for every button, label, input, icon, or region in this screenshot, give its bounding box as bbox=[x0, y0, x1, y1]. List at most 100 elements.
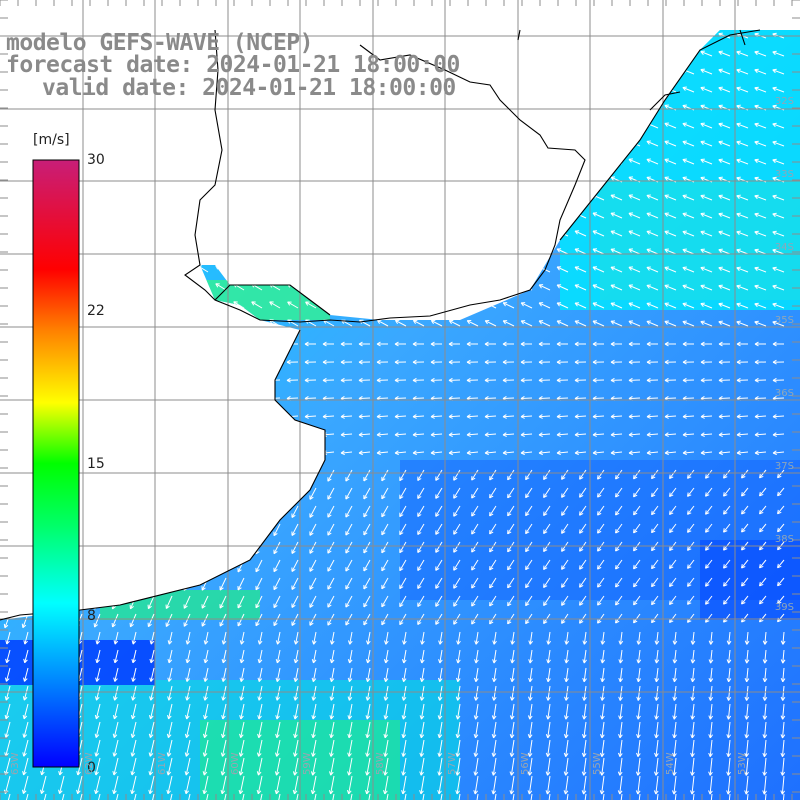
wind-arrow-icon bbox=[467, 212, 479, 219]
wind-arrow-icon bbox=[777, 523, 785, 533]
wind-arrow-icon bbox=[736, 87, 749, 93]
wind-arrow-icon bbox=[574, 433, 587, 436]
wind-arrow-icon bbox=[377, 247, 389, 255]
wind-arrow-icon bbox=[107, 210, 119, 219]
wind-arrow-icon bbox=[656, 631, 659, 645]
wind-arrow-icon bbox=[610, 68, 623, 75]
wind-arrow-icon bbox=[359, 31, 371, 39]
wind-arrow-icon bbox=[538, 68, 551, 75]
wind-arrow-icon bbox=[502, 140, 515, 147]
wind-arrow-icon bbox=[233, 451, 245, 454]
wind-arrow-icon bbox=[593, 451, 605, 454]
longitude-label: 55W bbox=[592, 752, 603, 775]
wind-arrow-icon bbox=[96, 685, 101, 701]
wind-arrow-icon bbox=[295, 631, 299, 645]
wind-arrow-icon bbox=[664, 320, 677, 327]
wind-arrow-icon bbox=[439, 667, 443, 682]
wind-arrow-icon bbox=[637, 631, 641, 645]
wind-arrow-icon bbox=[147, 523, 155, 537]
wind-arrow-icon bbox=[610, 194, 623, 201]
wind-arrow-icon bbox=[754, 285, 767, 291]
wind-arrow-icon bbox=[610, 284, 623, 291]
wind-arrow-icon bbox=[633, 469, 641, 480]
wind-arrow-icon bbox=[287, 451, 299, 454]
wind-arrow-icon bbox=[251, 247, 263, 255]
longitude-label: 58W bbox=[375, 752, 386, 775]
wind-arrow-icon bbox=[22, 523, 29, 538]
wind-arrow-icon bbox=[366, 703, 371, 720]
wind-arrow-icon bbox=[95, 721, 101, 738]
wind-arrow-icon bbox=[22, 595, 29, 610]
wind-arrow-icon bbox=[113, 703, 119, 720]
wind-arrow-icon bbox=[381, 505, 389, 518]
wind-arrow-icon bbox=[664, 194, 677, 201]
wind-arrow-icon bbox=[94, 559, 101, 574]
wind-arrow-icon bbox=[113, 793, 119, 800]
wind-arrow-icon bbox=[565, 685, 569, 701]
wind-arrow-icon bbox=[683, 451, 695, 454]
wind-arrow-icon bbox=[453, 577, 461, 589]
wind-arrow-icon bbox=[258, 631, 263, 645]
wind-arrow-icon bbox=[215, 247, 227, 255]
wind-arrow-icon bbox=[273, 595, 281, 608]
wind-arrow-icon bbox=[520, 248, 533, 255]
wind-arrow-icon bbox=[143, 193, 155, 201]
wind-arrow-icon bbox=[511, 667, 515, 682]
wind-arrow-icon bbox=[646, 415, 659, 418]
wind-arrow-icon bbox=[507, 505, 515, 517]
wind-arrow-icon bbox=[615, 559, 623, 570]
wind-arrow-icon bbox=[216, 14, 226, 20]
wind-arrow-icon bbox=[646, 397, 659, 400]
wind-arrow-icon bbox=[112, 559, 119, 574]
wind-arrow-icon bbox=[471, 487, 479, 499]
wind-arrow-icon bbox=[687, 559, 695, 569]
wind-arrow-icon bbox=[475, 703, 479, 720]
wind-arrow-icon bbox=[413, 32, 425, 39]
wind-arrow-icon bbox=[186, 649, 191, 663]
wind-arrow-icon bbox=[601, 757, 605, 776]
wind-arrow-icon bbox=[322, 415, 335, 418]
wind-arrow-icon bbox=[556, 320, 569, 327]
wind-arrow-icon bbox=[502, 50, 515, 57]
wind-arrow-icon bbox=[4, 793, 11, 800]
wind-arrow-icon bbox=[395, 247, 407, 255]
wind-arrow-icon bbox=[309, 559, 317, 572]
wind-arrow-icon bbox=[651, 505, 659, 516]
wind-arrow-icon bbox=[467, 86, 479, 93]
wind-arrow-icon bbox=[4, 559, 11, 575]
wind-arrow-icon bbox=[114, 685, 119, 701]
wind-arrow-icon bbox=[421, 649, 425, 664]
wind-arrow-icon bbox=[777, 577, 785, 587]
wind-arrow-icon bbox=[448, 433, 461, 436]
wind-arrow-icon bbox=[17, 192, 29, 201]
wind-arrow-icon bbox=[682, 433, 695, 436]
wind-arrow-icon bbox=[583, 685, 587, 701]
wind-arrow-icon bbox=[323, 229, 335, 237]
wind-arrow-icon bbox=[366, 793, 371, 800]
wind-arrow-icon bbox=[467, 158, 479, 165]
wind-arrow-icon bbox=[95, 793, 101, 800]
wind-arrow-icon bbox=[597, 469, 605, 480]
wind-arrow-icon bbox=[467, 68, 479, 75]
wind-arrow-icon bbox=[615, 595, 623, 606]
wind-arrow-icon bbox=[196, 415, 209, 418]
wind-arrow-icon bbox=[682, 159, 695, 165]
wind-arrow-icon bbox=[682, 123, 695, 129]
wind-arrow-icon bbox=[456, 793, 461, 800]
wind-arrow-icon bbox=[727, 775, 731, 795]
wind-arrow-icon bbox=[147, 541, 155, 555]
wind-arrow-icon bbox=[438, 703, 443, 720]
wind-arrow-icon bbox=[474, 775, 479, 795]
wind-arrow-icon bbox=[240, 685, 245, 701]
wind-arrow-icon bbox=[24, 631, 29, 645]
wind-arrow-icon bbox=[628, 158, 641, 165]
wind-arrow-icon bbox=[619, 739, 623, 757]
wind-arrow-icon bbox=[186, 703, 191, 720]
wind-arrow-icon bbox=[705, 469, 713, 479]
wind-arrow-icon bbox=[579, 577, 587, 588]
wind-arrow-icon bbox=[485, 451, 497, 454]
wind-arrow-icon bbox=[610, 86, 623, 93]
wind-arrow-icon bbox=[201, 505, 209, 519]
wind-arrow-icon bbox=[291, 613, 299, 626]
wind-arrow-icon bbox=[520, 158, 533, 165]
